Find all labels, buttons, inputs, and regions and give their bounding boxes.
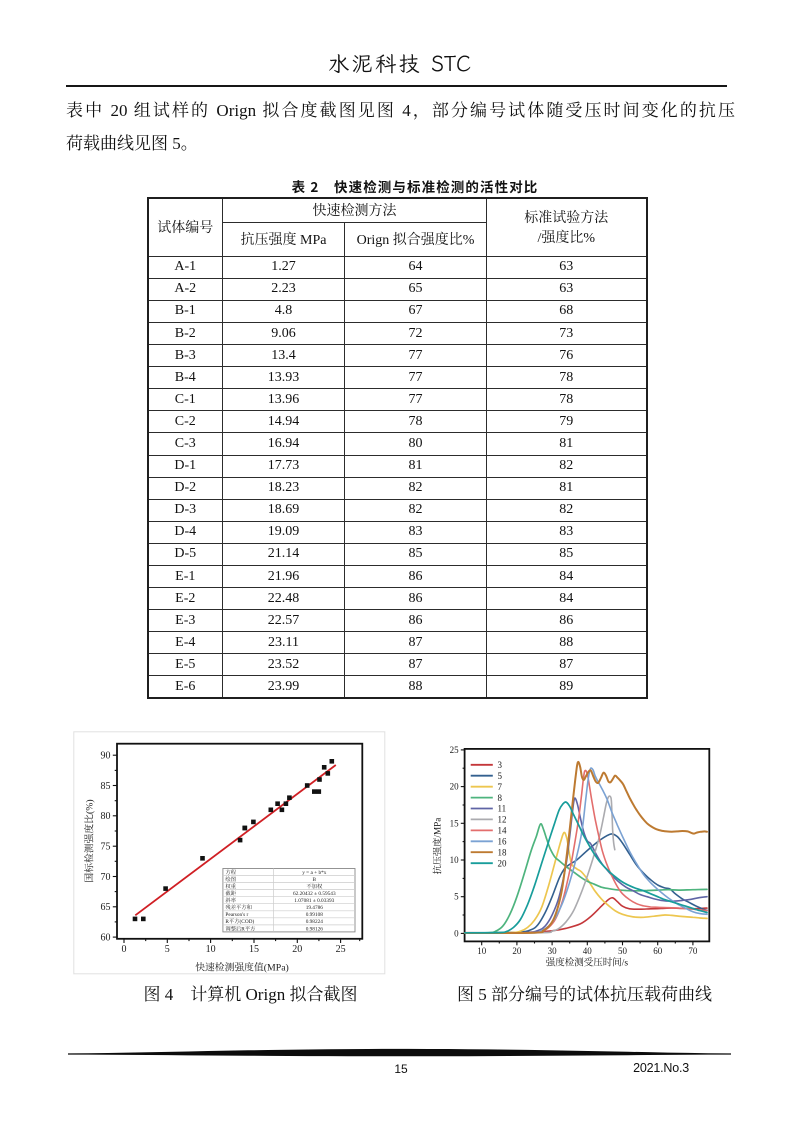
svg-text:1.07081 ± 0.03393: 1.07081 ± 0.03393 bbox=[294, 898, 334, 904]
svg-text:70: 70 bbox=[101, 872, 111, 883]
svg-text:国标检测强度比(%): 国标检测强度比(%) bbox=[83, 799, 96, 882]
svg-text:10: 10 bbox=[477, 946, 487, 956]
svg-text:40: 40 bbox=[583, 946, 593, 956]
svg-text:10: 10 bbox=[450, 855, 460, 865]
svg-text:抗压强度/MPa: 抗压强度/MPa bbox=[432, 818, 443, 875]
svg-text:20: 20 bbox=[512, 946, 522, 956]
svg-text:75: 75 bbox=[101, 842, 111, 853]
svg-text:斜率: 斜率 bbox=[225, 896, 236, 904]
svg-text:权重: 权重 bbox=[225, 882, 236, 890]
svg-text:5: 5 bbox=[454, 892, 459, 902]
svg-text:B: B bbox=[313, 877, 317, 883]
svg-text:0.98126: 0.98126 bbox=[306, 926, 324, 932]
svg-text:19.4786: 19.4786 bbox=[306, 905, 324, 911]
svg-text:强度检测受压时间/s: 强度检测受压时间/s bbox=[546, 957, 629, 969]
svg-text:12: 12 bbox=[498, 815, 507, 825]
svg-text:8: 8 bbox=[498, 793, 503, 803]
svg-text:10: 10 bbox=[206, 944, 216, 955]
svg-text:62.20432 ± 0.59543: 62.20432 ± 0.59543 bbox=[293, 891, 336, 897]
svg-text:60: 60 bbox=[101, 933, 111, 944]
svg-text:20: 20 bbox=[450, 782, 460, 792]
svg-text:85: 85 bbox=[101, 781, 111, 792]
svg-text:0.98224: 0.98224 bbox=[306, 919, 324, 925]
svg-text:60: 60 bbox=[653, 946, 663, 956]
svg-text:快速检测强度值(MPa): 快速检测强度值(MPa) bbox=[195, 961, 289, 974]
svg-text:y = a + b*x: y = a + b*x bbox=[302, 870, 327, 876]
svg-text:R平方(COD): R平方(COD) bbox=[225, 917, 254, 925]
svg-text:11: 11 bbox=[498, 804, 507, 814]
svg-text:20: 20 bbox=[292, 944, 302, 955]
svg-text:不加权: 不加权 bbox=[306, 882, 323, 890]
svg-text:0.99108: 0.99108 bbox=[306, 912, 324, 918]
svg-text:5: 5 bbox=[498, 771, 503, 781]
svg-text:70: 70 bbox=[688, 946, 698, 956]
svg-text:5: 5 bbox=[165, 944, 170, 955]
svg-text:20: 20 bbox=[498, 858, 508, 868]
svg-text:15: 15 bbox=[450, 818, 460, 828]
svg-text:30: 30 bbox=[548, 946, 558, 956]
svg-text:截距: 截距 bbox=[225, 889, 236, 897]
svg-text:0: 0 bbox=[454, 928, 459, 938]
svg-text:15: 15 bbox=[249, 944, 259, 955]
svg-text:25: 25 bbox=[336, 944, 346, 955]
svg-text:7: 7 bbox=[498, 782, 503, 792]
svg-text:80: 80 bbox=[101, 811, 111, 822]
svg-text:方程: 方程 bbox=[225, 868, 236, 876]
svg-text:Pearson's r: Pearson's r bbox=[225, 912, 248, 918]
svg-text:调整后R平方: 调整后R平方 bbox=[225, 924, 256, 932]
svg-text:18: 18 bbox=[498, 847, 508, 857]
svg-text:16: 16 bbox=[498, 837, 508, 847]
svg-text:0: 0 bbox=[122, 944, 127, 955]
svg-text:25: 25 bbox=[450, 745, 460, 755]
svg-text:绘图: 绘图 bbox=[225, 875, 236, 883]
svg-text:残差平方和: 残差平方和 bbox=[225, 903, 252, 911]
svg-text:50: 50 bbox=[618, 946, 628, 956]
svg-text:14: 14 bbox=[498, 826, 508, 836]
svg-text:90: 90 bbox=[101, 751, 111, 762]
svg-text:65: 65 bbox=[101, 902, 111, 913]
svg-text:3: 3 bbox=[498, 760, 503, 770]
